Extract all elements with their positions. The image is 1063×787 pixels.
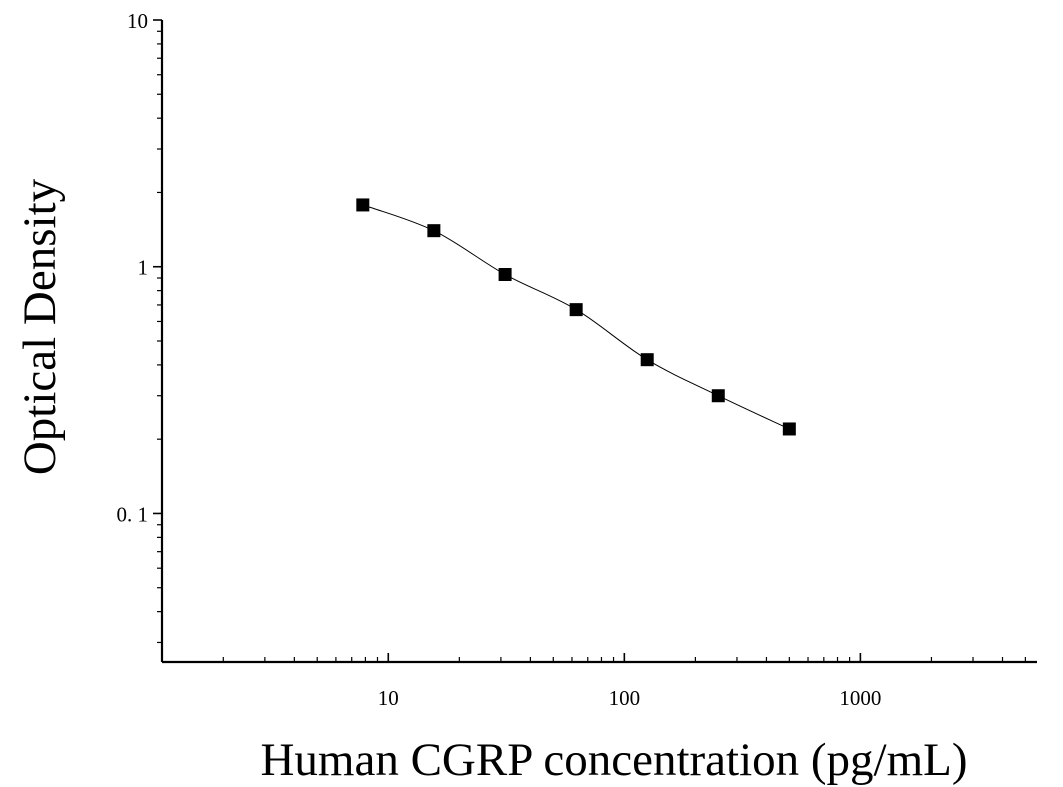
data-point	[640, 353, 654, 367]
y-tick-labels: 10 1 0. 1	[117, 9, 149, 526]
y-axis-title: Optical Density	[14, 178, 66, 475]
data-point	[356, 198, 370, 212]
data-points	[356, 198, 796, 436]
data-point	[711, 389, 725, 403]
fit-curve	[362, 204, 790, 430]
data-point	[427, 224, 441, 238]
x-axis-title: Human CGRP concentration (pg/mL)	[260, 734, 967, 786]
x-tick-labels: 10 100 1000	[378, 686, 882, 710]
y-tick-label: 1	[138, 256, 149, 280]
x-tick-label: 1000	[839, 686, 881, 710]
data-point	[498, 268, 512, 282]
x-tick-label: 100	[609, 686, 641, 710]
data-point	[782, 422, 796, 436]
y-ticks	[153, 19, 162, 644]
data-point	[569, 303, 583, 317]
x-ticks	[222, 653, 1026, 662]
y-tick-label: 10	[127, 9, 148, 33]
y-tick-label: 0. 1	[117, 502, 149, 526]
x-tick-label: 10	[378, 686, 399, 710]
